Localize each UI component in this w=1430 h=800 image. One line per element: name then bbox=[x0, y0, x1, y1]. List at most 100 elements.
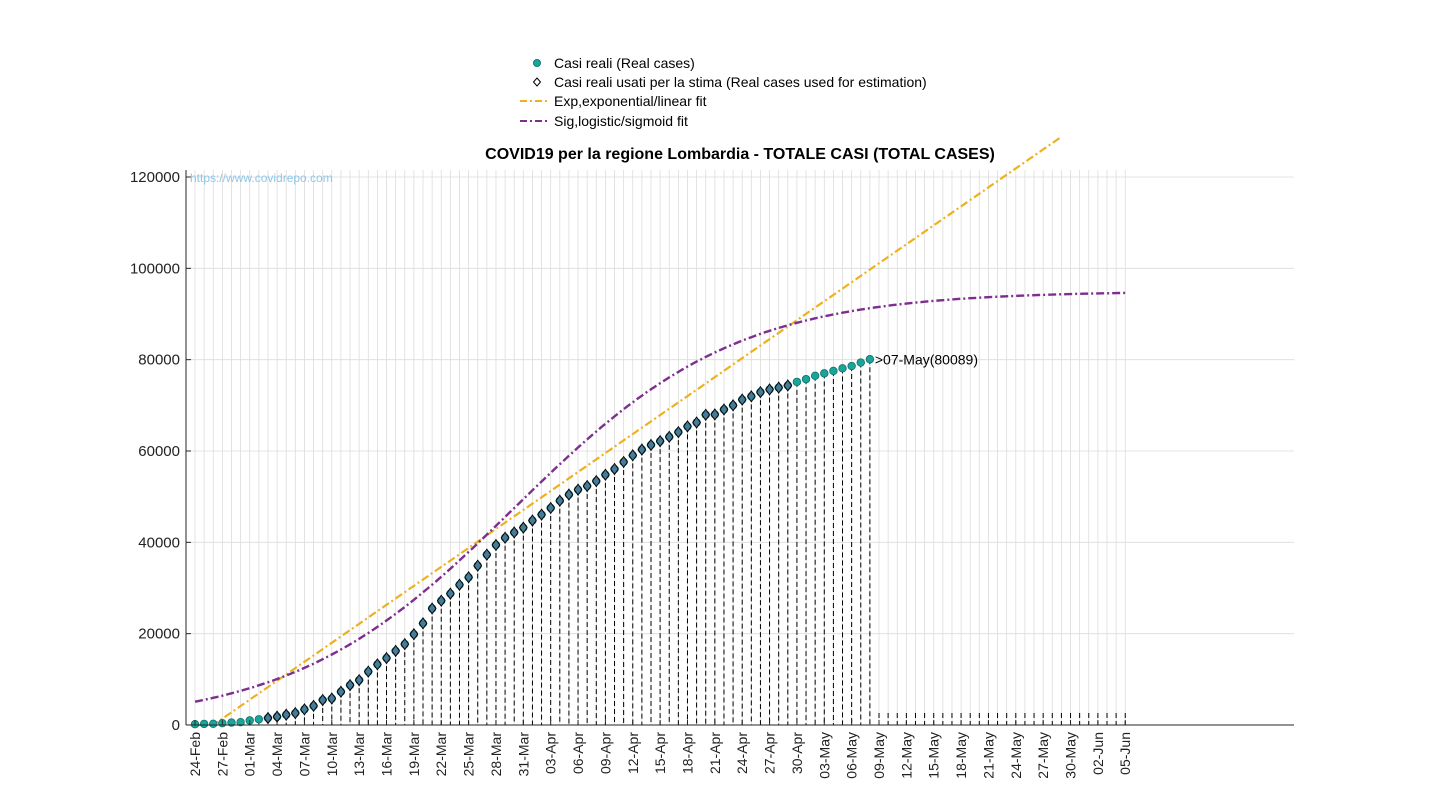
x-tick-label: 03-Apr bbox=[543, 732, 559, 774]
used-case-point bbox=[619, 455, 628, 469]
used-case-point bbox=[518, 521, 528, 534]
used-case-point bbox=[446, 587, 455, 600]
used-case-point bbox=[537, 508, 546, 521]
used-case-point bbox=[373, 658, 382, 671]
used-case-point bbox=[728, 399, 738, 412]
used-case-point bbox=[564, 488, 574, 501]
used-case-point bbox=[400, 637, 410, 651]
used-case-point bbox=[573, 483, 583, 496]
x-tick-label: 03-May bbox=[816, 732, 832, 779]
x-tick-label: 22-Mar bbox=[433, 732, 449, 777]
real-case-point bbox=[847, 361, 856, 371]
x-tick-label: 06-May bbox=[844, 732, 860, 779]
used-case-point bbox=[391, 644, 400, 658]
legend-label-exp-fit: Exp,exponential/linear fit bbox=[554, 93, 707, 109]
y-tick-label: 0 bbox=[172, 717, 180, 734]
used-case-point bbox=[309, 699, 318, 713]
used-case-point bbox=[363, 665, 373, 678]
used-case-point bbox=[783, 379, 793, 392]
legend-label-sig-fit: Sig,logistic/sigmoid fit bbox=[554, 113, 688, 129]
watermark-text: https://www.covidrepo.com bbox=[190, 171, 333, 185]
axes bbox=[185, 170, 1294, 726]
real-case-point bbox=[227, 718, 236, 727]
x-tick-label: 30-May bbox=[1063, 732, 1079, 779]
x-tick-label: 27-May bbox=[1035, 732, 1051, 779]
used-case-point bbox=[345, 678, 355, 692]
x-tick-label: 07-Mar bbox=[296, 732, 312, 777]
last-value-annotation: >07-May(80089) bbox=[875, 351, 978, 367]
x-tick-label: 02-Jun bbox=[1090, 732, 1106, 775]
used-case-point bbox=[528, 514, 537, 527]
used-case-point bbox=[555, 494, 565, 507]
x-tick-label: 12-May bbox=[898, 732, 914, 779]
real-case-point bbox=[254, 715, 264, 724]
x-tick-label: 21-May bbox=[980, 732, 996, 779]
fit-curves bbox=[194, 135, 1126, 727]
x-tick-label: 10-Mar bbox=[324, 732, 340, 777]
used-case-point bbox=[719, 403, 729, 416]
y-tick-label: 60000 bbox=[138, 443, 180, 460]
legend: Casi reali (Real cases) Casi reali usati… bbox=[520, 55, 927, 129]
used-case-point bbox=[601, 468, 610, 482]
used-case-point bbox=[683, 420, 692, 433]
used-case-point bbox=[746, 390, 756, 403]
real-case-point bbox=[236, 717, 245, 727]
x-tick-label: 09-Apr bbox=[597, 732, 613, 774]
x-tick-label: 01-Mar bbox=[242, 732, 258, 777]
y-ticks: 0 20000 40000 60000 80000 100000 120000 bbox=[130, 169, 191, 734]
x-tick-label: 05-Jun bbox=[1117, 732, 1133, 775]
legend-marker-real-cases bbox=[533, 59, 542, 68]
x-tick-label: 27-Feb bbox=[214, 732, 230, 777]
real-case-point bbox=[838, 364, 847, 373]
used-case-point bbox=[591, 474, 601, 488]
used-case-point bbox=[710, 408, 720, 421]
x-tick-label: 24-May bbox=[1008, 732, 1024, 779]
used-case-point bbox=[765, 383, 774, 396]
used-case-point bbox=[418, 617, 428, 630]
used-case-point bbox=[655, 434, 665, 448]
used-case-point bbox=[318, 693, 328, 707]
used-case-point bbox=[263, 711, 273, 725]
x-tick-label: 19-Mar bbox=[406, 732, 422, 777]
x-tick-label: 21-Apr bbox=[707, 732, 723, 774]
x-tick-label: 12-Apr bbox=[625, 732, 641, 774]
x-tick-label: 28-Mar bbox=[488, 732, 504, 777]
real-case-point bbox=[829, 366, 838, 376]
x-tick-label: 25-Mar bbox=[461, 732, 477, 777]
used-case-point bbox=[737, 393, 747, 406]
legend-marker-used-cases bbox=[532, 77, 542, 87]
x-tick-label: 04-Mar bbox=[269, 732, 285, 777]
used-case-point bbox=[692, 416, 701, 429]
x-tick-label: 31-Mar bbox=[515, 732, 531, 777]
real-case-point bbox=[856, 358, 865, 367]
real-case-point bbox=[801, 374, 811, 384]
used-case-point bbox=[482, 548, 492, 561]
real-case-point bbox=[792, 377, 802, 387]
used-case-point bbox=[491, 538, 501, 552]
used-case-point bbox=[382, 651, 391, 665]
real-case-point bbox=[810, 371, 820, 380]
used-case-point bbox=[500, 531, 510, 545]
y-tick-label: 20000 bbox=[138, 626, 180, 643]
y-tick-label: 100000 bbox=[130, 260, 180, 277]
used-case-point bbox=[427, 602, 437, 615]
data-points bbox=[190, 355, 875, 729]
x-tick-label: 27-Apr bbox=[762, 732, 778, 774]
exp-fit-line bbox=[195, 135, 1063, 727]
used-case-point bbox=[473, 559, 483, 572]
sig-fit-line bbox=[194, 291, 1126, 703]
real-case-point bbox=[865, 355, 875, 364]
used-case-point bbox=[646, 438, 656, 452]
x-tick-label: 13-Mar bbox=[351, 732, 367, 777]
used-case-point bbox=[436, 594, 446, 608]
x-tick-label: 30-Apr bbox=[789, 732, 805, 774]
used-case-point bbox=[756, 385, 765, 399]
used-case-point bbox=[354, 673, 364, 687]
used-case-point bbox=[546, 501, 556, 515]
used-case-point bbox=[464, 570, 473, 584]
x-tick-label: 15-May bbox=[926, 732, 942, 779]
used-case-point bbox=[409, 627, 419, 641]
legend-label-real-cases: Casi reali (Real cases) bbox=[554, 55, 695, 71]
used-case-point bbox=[701, 408, 711, 422]
